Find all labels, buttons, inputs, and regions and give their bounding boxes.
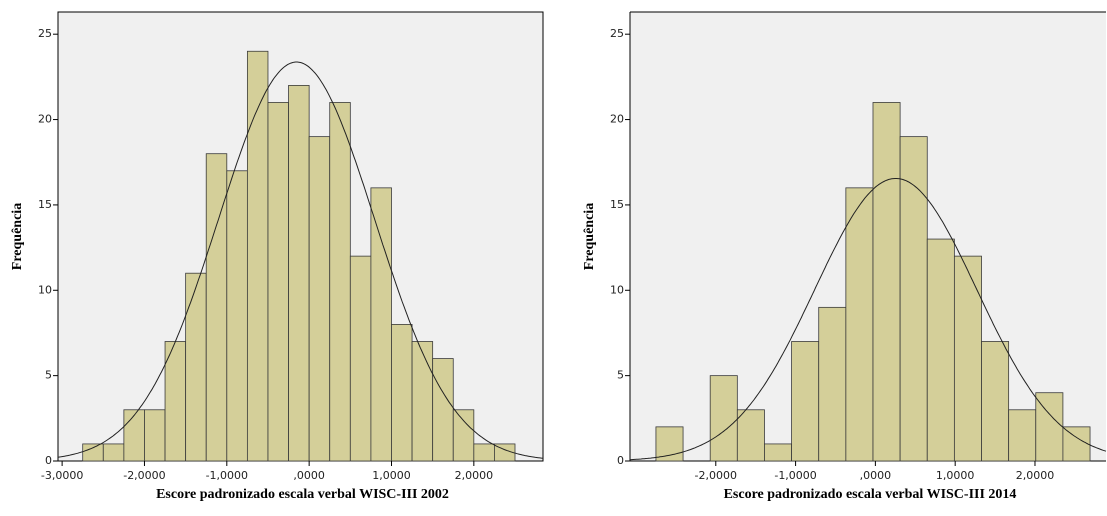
y-axis-label: Frequência <box>10 203 25 270</box>
bar <box>411 341 434 462</box>
y-tick-label: 10 <box>38 283 52 296</box>
bar <box>123 409 145 462</box>
bar <box>473 443 495 462</box>
bar <box>144 409 166 462</box>
bar <box>308 136 331 462</box>
bar <box>164 341 187 462</box>
normal-curve <box>629 178 1107 461</box>
bar <box>329 102 351 462</box>
bar <box>288 85 310 462</box>
bar <box>764 443 792 462</box>
x-axis-label: Escore padronizado escala verbal WISC-II… <box>724 487 1017 502</box>
bar <box>82 443 104 462</box>
bar <box>1008 409 1037 462</box>
y-tick-label: 25 <box>610 27 624 40</box>
x-tick-label: 2,0000 <box>455 469 494 482</box>
x-tick-label: ,0000 <box>860 469 892 482</box>
bar <box>1062 426 1091 462</box>
x-tick-label: -1,0000 <box>774 469 816 482</box>
bar <box>872 102 901 462</box>
bar <box>349 255 372 462</box>
x-tick-label: ,0000 <box>293 469 325 482</box>
y-tick-label: 15 <box>38 198 52 211</box>
x-tick-label: -3,0000 <box>41 469 83 482</box>
bar <box>267 102 289 462</box>
x-tick-label: 1,0000 <box>372 469 411 482</box>
bar <box>981 341 1010 462</box>
bar <box>791 341 820 462</box>
normal-curve <box>57 61 544 459</box>
bar <box>655 426 684 462</box>
y-axis-label: Frequência <box>582 203 597 270</box>
bar <box>899 136 928 462</box>
y-tick-label: 25 <box>38 27 52 40</box>
bar <box>818 306 847 462</box>
bar <box>452 409 475 462</box>
x-tick-label: 2,0000 <box>1016 469 1055 482</box>
bar <box>226 170 248 462</box>
bar <box>205 153 228 462</box>
bar <box>736 409 765 462</box>
x-tick-label: -2,0000 <box>123 469 165 482</box>
x-axis-label: Escore padronizado escala verbal WISC-II… <box>156 487 449 502</box>
y-tick-label: 5 <box>45 369 52 382</box>
y-tick-label: 0 <box>45 454 52 467</box>
bar <box>845 187 874 462</box>
x-tick-label: -2,0000 <box>695 469 737 482</box>
bar <box>432 358 454 462</box>
bar <box>246 50 269 462</box>
bar <box>926 238 955 462</box>
bar <box>391 324 413 462</box>
y-tick-label: 0 <box>617 454 624 467</box>
y-tick-label: 20 <box>38 113 52 126</box>
bar <box>953 255 982 462</box>
y-tick-label: 15 <box>610 198 624 211</box>
bar <box>494 443 516 462</box>
bar <box>709 375 738 462</box>
x-tick-label: -1,0000 <box>206 469 248 482</box>
bar <box>185 272 207 462</box>
y-tick-label: 5 <box>617 369 624 382</box>
x-tick-label: 1,0000 <box>936 469 975 482</box>
bar <box>102 443 125 462</box>
y-tick-label: 20 <box>610 113 624 126</box>
y-tick-label: 10 <box>610 283 624 296</box>
bar <box>370 187 392 462</box>
